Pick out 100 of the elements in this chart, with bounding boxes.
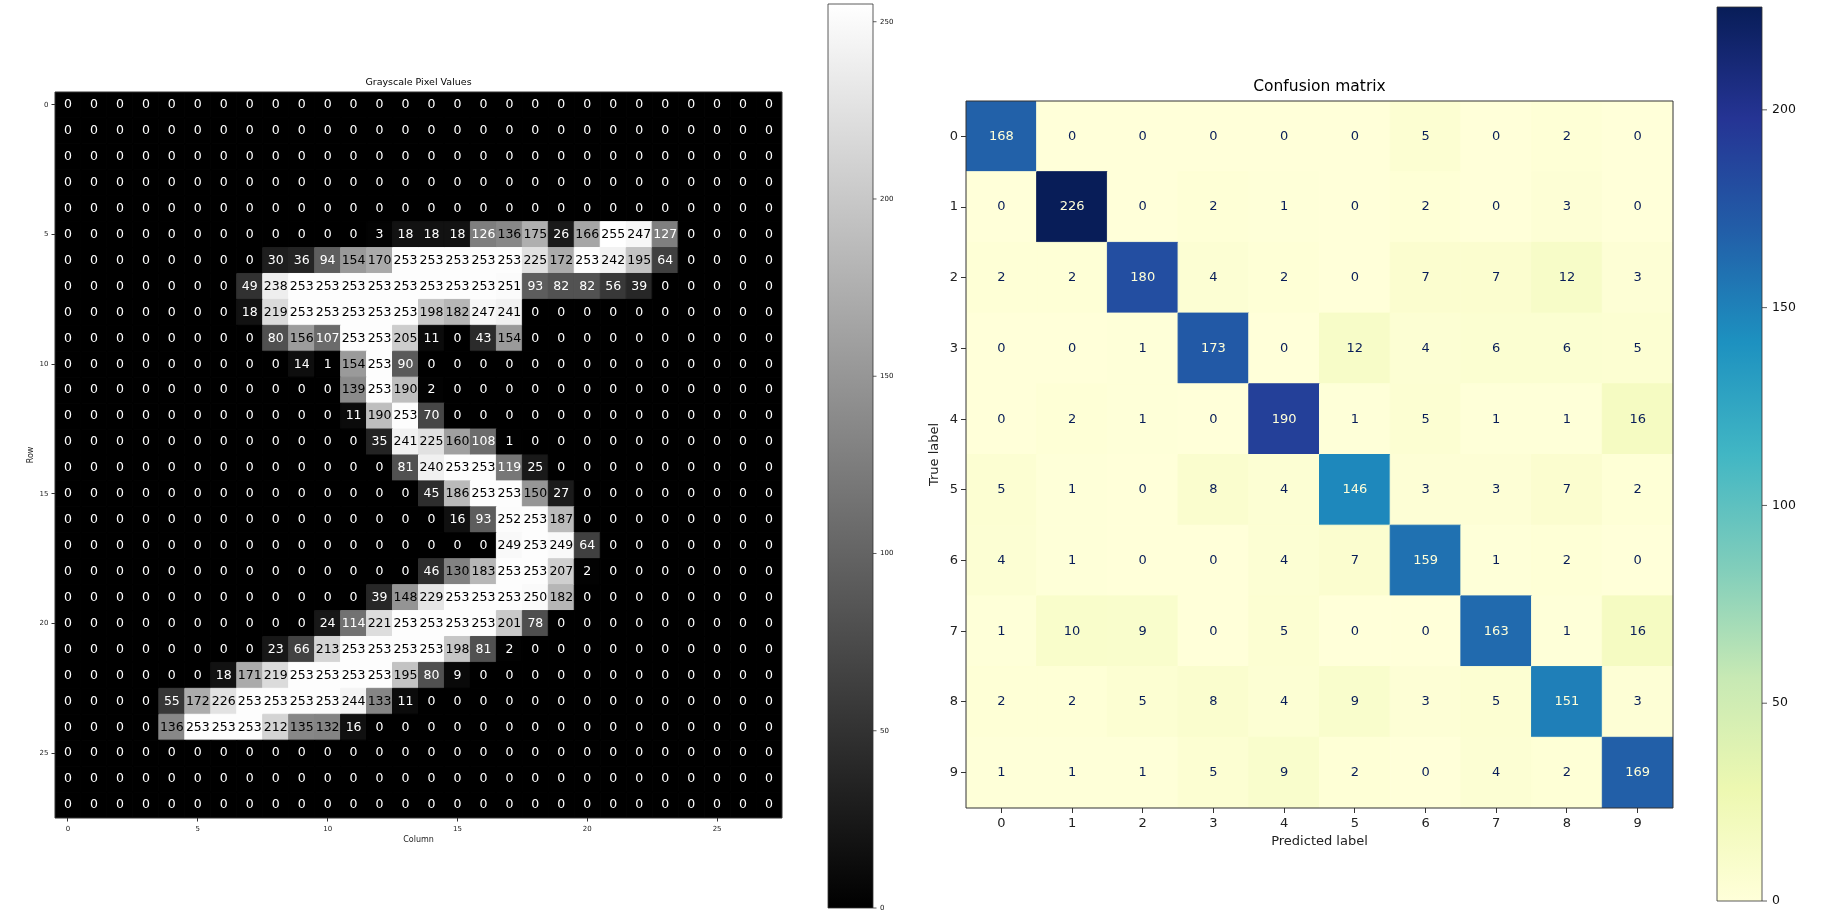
chart-title: Confusion matrix (1253, 77, 1386, 96)
data-label: 16 (345, 718, 362, 734)
data-label: 0 (453, 174, 462, 189)
data-label: 0 (349, 433, 358, 449)
data-label: 0 (349, 588, 358, 604)
data-label: 0 (739, 640, 748, 656)
data-label: 0 (557, 381, 566, 397)
data-label: 0 (997, 410, 1006, 426)
data-label: 7 (1350, 551, 1359, 567)
data-label: 212 (263, 718, 288, 734)
data-label: 0 (297, 96, 306, 112)
data-label: 0 (115, 355, 124, 371)
data-label: 0 (271, 122, 280, 138)
data-label: 0 (349, 537, 358, 552)
data-label: 0 (271, 433, 280, 449)
data-label: 0 (375, 537, 384, 552)
data-label: 0 (271, 355, 280, 371)
data-label: 0 (89, 770, 98, 786)
data-label: 0 (219, 96, 228, 112)
data-label: 0 (609, 96, 618, 112)
data-label: 0 (531, 796, 540, 812)
data-label: 0 (479, 770, 488, 786)
x-axis-title: Predicted label (1271, 832, 1368, 848)
data-label: 0 (635, 433, 644, 449)
data-label: 190 (393, 381, 418, 397)
data-label: 0 (115, 718, 124, 734)
data-label: 253 (315, 666, 340, 682)
data-label: 0 (479, 381, 488, 397)
data-label: 0 (1633, 127, 1642, 143)
data-label: 94 (319, 251, 336, 267)
data-label: 0 (193, 148, 202, 164)
data-label: 207 (549, 562, 574, 578)
data-label: 6 (1562, 339, 1572, 355)
data-label: 0 (609, 355, 618, 371)
data-label: 0 (609, 640, 618, 656)
data-label: 0 (193, 485, 202, 501)
data-label: 1 (1138, 764, 1147, 780)
data-label: 0 (739, 148, 748, 164)
data-label: 0 (167, 459, 176, 475)
data-label: 36 (293, 251, 310, 267)
data-label: 253 (289, 692, 314, 708)
data-label: 0 (713, 718, 722, 734)
data-label: 0 (64, 640, 73, 656)
data-label: 253 (471, 277, 496, 293)
data-label: 0 (375, 199, 384, 215)
data-label: 4 (1492, 764, 1501, 780)
data-label: 0 (375, 174, 384, 189)
data-label: 0 (89, 537, 98, 552)
data-label: 5 (1138, 693, 1147, 709)
data-label: 253 (393, 407, 418, 423)
data-label: 0 (1492, 198, 1501, 214)
data-label: 0 (765, 433, 774, 449)
data-label: 0 (167, 666, 176, 682)
data-label: 159 (1413, 551, 1438, 567)
data-label: 0 (635, 692, 644, 708)
data-label: 0 (557, 174, 566, 189)
data-label: 0 (271, 407, 280, 423)
data-label: 0 (1350, 198, 1359, 214)
data-label: 4 (1280, 693, 1289, 709)
data-label: 0 (115, 692, 124, 708)
data-label: 0 (609, 718, 618, 734)
data-label: 0 (687, 485, 696, 501)
data-label: 82 (553, 277, 570, 293)
data-label: 241 (497, 303, 522, 319)
data-label: 0 (713, 562, 722, 578)
data-label: 0 (661, 537, 670, 552)
data-label: 0 (401, 770, 410, 786)
data-label: 0 (687, 277, 696, 293)
color-bar-label: 50 (1772, 694, 1788, 710)
data-label: 0 (531, 122, 540, 138)
data-label: 168 (988, 127, 1014, 143)
x-tick-label: 4 (1280, 815, 1289, 831)
data-label: 0 (89, 718, 98, 734)
data-label: 154 (341, 251, 366, 267)
data-label: 0 (479, 796, 488, 812)
data-label: 0 (609, 122, 618, 138)
data-label: 0 (323, 485, 332, 501)
data-label: 0 (167, 303, 176, 319)
data-label: 0 (1350, 269, 1359, 285)
data-label: 0 (89, 485, 98, 501)
data-label: 253 (445, 251, 470, 267)
data-label: 0 (609, 562, 618, 578)
data-label: 0 (1209, 127, 1218, 143)
data-label: 2 (997, 693, 1006, 709)
data-label: 56 (605, 277, 622, 293)
data-label: 169 (1625, 764, 1651, 780)
data-label: 24 (319, 614, 336, 630)
data-label: 0 (583, 666, 592, 682)
data-label: 0 (687, 666, 696, 682)
data-label: 0 (219, 485, 228, 501)
data-label: 0 (349, 796, 358, 812)
data-label: 0 (245, 588, 254, 604)
data-label: 0 (219, 174, 228, 189)
data-label: 0 (765, 692, 774, 708)
data-label: 2 (997, 269, 1006, 285)
x-tick-label: 9 (1633, 815, 1642, 831)
data-label: 0 (297, 796, 306, 812)
data-label: 43 (475, 329, 492, 345)
data-label: 1 (323, 355, 332, 371)
data-label: 0 (609, 588, 618, 604)
